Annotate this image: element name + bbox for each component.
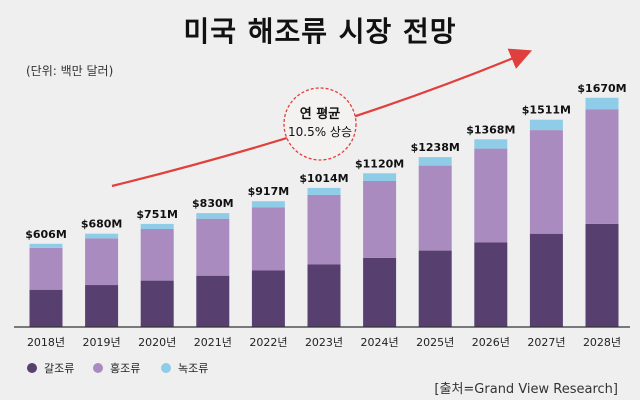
x-tick-label: 2024년 <box>361 336 399 349</box>
x-tick-label: 2025년 <box>416 336 454 349</box>
bar-녹조류-2023년 <box>307 187 341 195</box>
bar-갈조류-2024년 <box>363 257 397 327</box>
bar-녹조류-2028년 <box>585 97 619 110</box>
total-label: $1368M <box>466 123 515 136</box>
total-label: $680M <box>81 218 123 231</box>
bar-갈조류-2021년 <box>196 275 230 327</box>
annotation-circle <box>283 87 357 161</box>
x-tick-label: 2020년 <box>138 336 176 349</box>
x-tick-label: 2018년 <box>27 336 65 349</box>
bar-홍조류-2026년 <box>474 148 508 243</box>
bar-녹조류-2022년 <box>251 201 285 208</box>
bar-홍조류-2020년 <box>140 229 174 281</box>
bar-갈조류-2019년 <box>85 285 119 327</box>
bar-녹조류-2026년 <box>474 139 508 149</box>
bar-홍조류-2021년 <box>196 218 230 276</box>
total-label: $830M <box>192 197 234 210</box>
legend-marker-홍조류 <box>93 363 103 373</box>
total-label: $1670M <box>577 82 626 95</box>
bar-홍조류-2022년 <box>251 207 285 271</box>
bar-갈조류-2020년 <box>140 280 174 327</box>
source-note: [출처=Grand View Research] <box>434 382 618 397</box>
bar-갈조류-2028년 <box>585 223 619 327</box>
legend-label: 녹조류 <box>178 362 208 375</box>
bar-홍조류-2019년 <box>85 238 119 286</box>
legend-label: 갈조류 <box>44 361 74 375</box>
total-label: $606M <box>25 228 67 241</box>
x-tick-label: 2019년 <box>83 336 121 349</box>
total-label: $1120M <box>355 157 404 170</box>
legend-marker-갈조류 <box>27 363 37 373</box>
bar-녹조류-2020년 <box>140 223 174 229</box>
total-label: $1238M <box>411 141 460 154</box>
bar-홍조류-2027년 <box>529 130 563 234</box>
bar-갈조류-2027년 <box>529 233 563 327</box>
x-tick-label: 2027년 <box>527 336 565 349</box>
legend-marker-녹조류 <box>161 363 171 373</box>
bar-갈조류-2023년 <box>307 264 341 327</box>
bar-홍조류-2023년 <box>307 194 341 265</box>
bar-녹조류-2019년 <box>85 233 119 239</box>
bar-갈조류-2025년 <box>418 250 452 327</box>
annotation-line1: 연 평균 <box>300 106 340 122</box>
chart-title: 미국 해조류 시장 전망 <box>183 15 457 48</box>
x-tick-label: 2022년 <box>249 336 287 349</box>
total-label: $751M <box>136 208 178 221</box>
bar-홍조류-2025년 <box>418 165 452 251</box>
unit-note: (단위: 백만 달러) <box>26 64 114 78</box>
bar-홍조류-2024년 <box>363 181 397 258</box>
x-tick-label: 2028년 <box>583 336 621 349</box>
x-tick-label: 2026년 <box>472 336 510 349</box>
bar-녹조류-2024년 <box>363 173 397 181</box>
bar-갈조류-2022년 <box>251 270 285 327</box>
bar-홍조류-2018년 <box>29 248 63 290</box>
legend-label: 홍조류 <box>110 361 140 375</box>
annotation-line2: 10.5% 상승 <box>288 125 352 139</box>
bar-갈조류-2026년 <box>474 242 508 327</box>
x-tick-label: 2021년 <box>194 336 232 349</box>
total-label: $1511M <box>522 104 571 117</box>
total-label: $917M <box>248 185 290 198</box>
bar-녹조류-2021년 <box>196 213 230 219</box>
total-label: $1014M <box>299 172 348 185</box>
bar-홍조류-2028년 <box>585 109 619 224</box>
bar-녹조류-2025년 <box>418 157 452 166</box>
bar-녹조류-2027년 <box>529 119 563 131</box>
bar-녹조류-2018년 <box>29 243 63 248</box>
bar-갈조류-2018년 <box>29 289 63 327</box>
x-tick-label: 2023년 <box>305 336 343 349</box>
